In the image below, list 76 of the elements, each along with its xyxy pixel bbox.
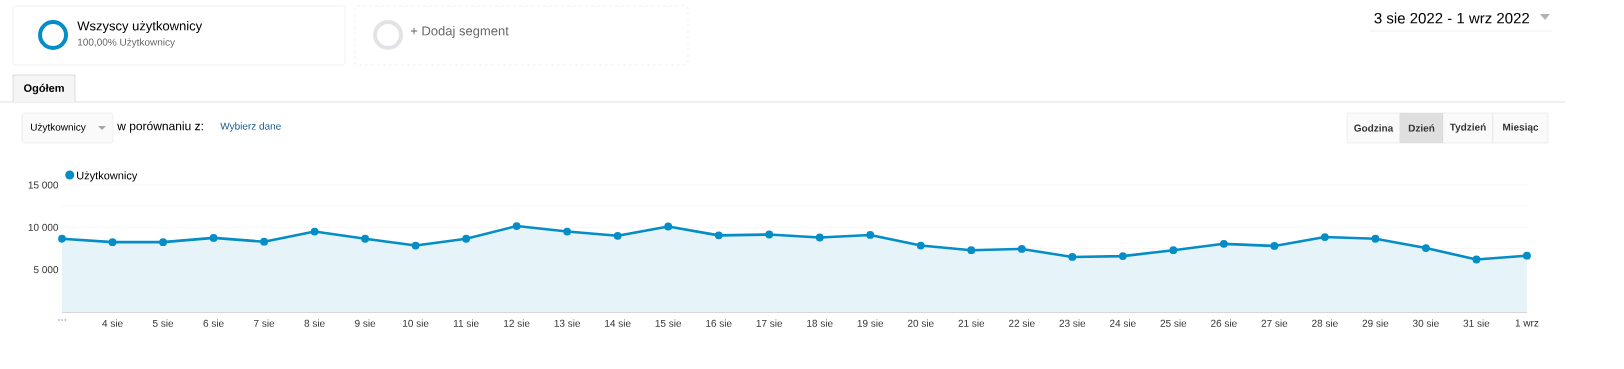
point: [714, 231, 723, 240]
text: Tydzień: [1449, 123, 1486, 133]
x-tick-label: 25 sie: [1160, 319, 1187, 327]
text: Ogółem: [24, 83, 64, 95]
x-tick-label: 16 sie: [706, 319, 732, 327]
point: [310, 227, 319, 236]
point: [1169, 246, 1178, 255]
x-tick-label: 8 sie: [304, 319, 325, 327]
y-tick-label: 10 000: [28, 223, 59, 231]
text: Godzina: [1354, 124, 1394, 132]
point: [209, 234, 218, 242]
text: Dzień: [1408, 124, 1435, 132]
x-tick-label: 15 sie: [655, 319, 682, 327]
x-tick-label: 17 sie: [756, 319, 783, 327]
point: [462, 234, 471, 243]
y-tick-label: 15 000: [28, 181, 59, 189]
x-tick-label: 23 sie: [1059, 319, 1086, 327]
text: Wszyscy użytkownicy: [77, 20, 203, 34]
legend-label: Użytkownicy: [77, 171, 138, 182]
x-tick-label: 22 sie: [1008, 319, 1035, 327]
x-tick-label: 1 wrz: [1515, 319, 1539, 327]
point: [1523, 251, 1531, 260]
x-tick-label: 29 sie: [1362, 319, 1389, 327]
x-tick-label: 7 sie: [254, 319, 275, 327]
point: [1422, 244, 1430, 252]
y-tick-label: 5 000: [33, 266, 59, 274]
point: [1118, 252, 1127, 261]
point: [361, 234, 370, 243]
x-tick-label: 13 sie: [554, 319, 581, 327]
point: [159, 238, 167, 247]
text: w porównaniu z:: [117, 121, 203, 133]
x-tick-label: 20 sie: [907, 319, 934, 327]
point: [613, 231, 622, 240]
x-tick-label: 9 sie: [355, 319, 376, 327]
x-tick-label: 21 sie: [958, 319, 985, 327]
x-tick-label: 14 sie: [605, 319, 631, 327]
x-tick-label: 31 sie: [1463, 319, 1490, 327]
point: [916, 241, 925, 250]
text: Miesiąc: [1503, 123, 1539, 133]
x-tick-label: 19 sie: [857, 319, 884, 327]
point: [765, 230, 774, 239]
point: [866, 231, 875, 239]
point: [1371, 234, 1380, 243]
point: [512, 222, 521, 230]
text: 3 sie 2022 - 1 wrz 2022: [1374, 12, 1529, 24]
x-tick-label: 11 sie: [453, 319, 479, 327]
text: + Dodaj segment: [410, 25, 509, 39]
x-tick-label: 12 sie: [504, 319, 530, 327]
text: Użytkownicy: [31, 123, 86, 133]
point: [58, 234, 66, 243]
x-tick-label: 26 sie: [1211, 319, 1237, 327]
x-tick-label: …: [58, 319, 66, 321]
x-tick-label: 24 sie: [1109, 319, 1136, 327]
x-tick-label: 28 sie: [1312, 319, 1338, 327]
point: [1219, 239, 1228, 248]
point: [1320, 233, 1329, 241]
text: 100,00% Użytkownicy: [78, 38, 176, 48]
x-tick-label: 5 sie: [152, 319, 174, 327]
point: [1472, 255, 1481, 264]
x-tick-label: 10 sie: [403, 319, 429, 327]
x-tick-label: 27 sie: [1261, 319, 1288, 327]
x-tick-label: 30 sie: [1412, 319, 1439, 327]
x-tick-label: 6 sie: [203, 319, 224, 327]
point: [664, 222, 673, 231]
x-tick-label: 18 sie: [807, 319, 833, 327]
point: [563, 227, 572, 236]
point: [411, 241, 420, 250]
point: [260, 237, 268, 246]
x-tick-label: 4 sie: [102, 319, 123, 327]
point: [967, 246, 976, 255]
point: [1270, 242, 1279, 250]
point: [1068, 253, 1077, 261]
point: [108, 238, 117, 247]
point: [1017, 245, 1026, 253]
point: [815, 233, 824, 242]
text: Wybierz dane: [220, 122, 281, 132]
